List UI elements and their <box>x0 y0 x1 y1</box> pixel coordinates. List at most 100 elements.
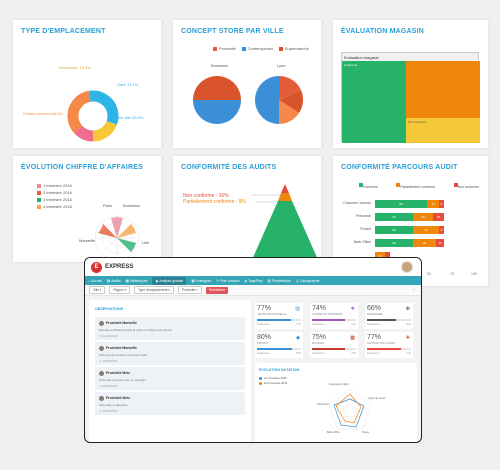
filter-ville[interactable]: Ville ▾ <box>89 286 106 294</box>
kpi-card[interactable]: 74% ❖ Conseil et proximité Paramètres 74% <box>310 303 358 329</box>
kpi-label: Conseil et proximité <box>312 313 343 316</box>
observation-name: Proximité Marseille <box>106 321 137 325</box>
card-title: Conformité des audits <box>181 164 277 171</box>
label-non-conforme: Non conforme : 16% <box>183 193 229 199</box>
filter-bar: Ville ▾ Région ▾ Type d'emplacement ▾ Pr… <box>85 285 421 296</box>
card-conformite-audits: Conformité des audits Non conforme : 16%… <box>173 156 321 262</box>
nav-audits[interactable]: ▤ Audits <box>107 278 121 283</box>
avatar <box>99 371 104 376</box>
bar-segment: 60 <box>375 239 413 247</box>
label-mezzanine: Mezzanine 19.3% <box>59 65 91 70</box>
kpi-label: Magasin <box>312 342 324 345</box>
kpi-progress <box>367 348 411 350</box>
city-label-lyon: Lyon <box>277 63 286 68</box>
radar-axis-label: Personnel <box>317 403 329 406</box>
polar-chart <box>94 215 140 261</box>
main-nav: ⌂ Accueil ▤ Audits ▦ Statistiques ◉ Anal… <box>85 276 421 285</box>
observation-item[interactable]: Proximité Marseille Manque d'efficacité … <box>95 317 245 340</box>
legend-item: 2nd trimestre 2016 <box>259 381 287 385</box>
kpi-percent: 77% <box>406 352 411 355</box>
kpi-progress <box>312 348 356 350</box>
filter-region[interactable]: Région ▾ <box>109 286 131 294</box>
legend-item: 3 trimestre 2016 <box>37 197 72 202</box>
legend-item: Partiellement conforme <box>396 183 435 189</box>
card-evaluation-magasin: Évaluation magasin Evaluation magasin Co… <box>333 20 488 148</box>
kpi-label: Produit <box>257 342 269 345</box>
bar-segment: 12 <box>436 239 444 247</box>
nav-analyse-globale[interactable]: ◉ Analyse globale <box>152 276 187 285</box>
legend-item: 2 trimestre 2016 <box>37 190 72 195</box>
filter-type-emplacement[interactable]: Type d'emplacement ▾ <box>134 286 174 294</box>
kpi-card[interactable]: 66% ✤ Personnel Paramètres 66% <box>365 303 413 329</box>
kpi-icon: ✤ <box>405 306 410 312</box>
kpi-percent: 77% <box>296 323 301 326</box>
kpi-icon: ▥ <box>295 306 300 312</box>
tick-75: 75 <box>450 272 454 276</box>
kpi-card[interactable]: 80% ◆ Produit Paramètres 80% <box>255 332 303 358</box>
observation-item[interactable]: Proximité Metz Sols salis et glissants ◷… <box>95 392 245 415</box>
bar-segment: 60 <box>375 226 413 234</box>
kpi-percent: 66% <box>406 323 411 326</box>
legend-item: Contemporain <box>241 46 273 51</box>
kpi-footer: Paramètres <box>257 323 270 326</box>
avatar <box>99 396 104 401</box>
kpi-footer: Paramètres <box>367 352 380 355</box>
nav-phototheque[interactable]: ▨ Photothèque <box>267 278 291 283</box>
kpi-icon: ◆ <box>296 335 300 341</box>
kpi-card[interactable]: 77% ✚ Satisfaction client Paramètres 77% <box>365 332 413 358</box>
observation-name: Proximité Marseille <box>106 346 137 350</box>
legend-item: Proximité <box>213 46 236 51</box>
kpi-footer: Paramètres <box>257 352 270 355</box>
tick-100: 100 <box>471 272 477 276</box>
kpi-label: Satisfaction client <box>367 342 396 345</box>
nav-tags[interactable]: ◈ Tags/Rep <box>244 278 263 283</box>
axis-label-bordeaux: Bordeaux <box>123 203 141 208</box>
observation-date: ◷ 19/08/2016 <box>99 359 118 363</box>
nav-statistiques[interactable]: ▦ Statistiques <box>125 278 148 283</box>
bar-segment: 20 <box>413 213 433 221</box>
card-conformite-parcours: Conformité parcours audit Conforme Parti… <box>333 156 488 286</box>
bar-segment <box>385 252 390 260</box>
label-centre-commercial: Centre commercial 34... <box>23 111 66 116</box>
reset-button[interactable]: Réinitialiser <box>205 286 229 294</box>
kpi-value: 77% <box>367 334 382 341</box>
bar-segment: 8 <box>439 226 444 234</box>
filter-proximite[interactable]: Proximité ▾ <box>177 286 202 294</box>
nav-plan-action[interactable]: ✎ Plan d'action <box>216 278 240 283</box>
card-type-emplacement: Type d'emplacement Mezzanine 19.3% Gare … <box>13 20 161 148</box>
bar-segment: 80 <box>375 200 427 208</box>
kpi-progress <box>257 319 301 321</box>
card-title: Concept store par ville <box>181 28 284 35</box>
kpi-card[interactable]: 77% ▥ Vente additionnelle Paramètres 77% <box>255 303 303 329</box>
card-evolution-ca: Évolution chiffre d'affaires 1 trimestre… <box>13 156 161 262</box>
logo: E <box>91 261 102 273</box>
bar-label: Personnel <box>355 214 371 218</box>
lightbulb-icon[interactable]: ◌ <box>412 287 415 293</box>
evolution-panel: Évolution notation 1er trimestre 2016 2n… <box>255 363 417 442</box>
card-title: Évolution chiffre d'affaires <box>21 164 143 171</box>
label-gare: Gare 13.1% <box>117 82 139 87</box>
kpi-progress <box>367 319 411 321</box>
kpi-value: 74% <box>312 305 327 312</box>
card-title: Type d'emplacement <box>21 28 106 35</box>
axis-label-lille: Lille <box>142 240 150 245</box>
nav-accueil[interactable]: ⌂ Accueil <box>88 278 102 283</box>
bar-segment: 6 <box>439 200 444 208</box>
observation-item[interactable]: Proximité Marseille Absence de lumière c… <box>95 342 245 365</box>
label-centre-ville: Centre ville 33.3% <box>111 115 144 120</box>
user-avatar[interactable] <box>401 261 413 273</box>
observations-title: Observations <box>95 307 124 311</box>
pie-charts <box>193 75 304 124</box>
legend-item: 4 trimestre 2016 <box>37 204 72 209</box>
kpi-card[interactable]: 75% ▩ Magasin Paramètres 75% <box>310 332 358 358</box>
nav-cartographie[interactable]: ◎ Cartographie <box>295 278 320 283</box>
observation-item[interactable]: Proximité Metz Prise des prix pas mise e… <box>95 367 245 390</box>
bar-segment: 32 <box>413 226 439 234</box>
legend: Proximité Contemporain Supermarché <box>213 46 309 51</box>
treemap-header: Evaluation magasin <box>342 53 478 61</box>
card-title: Conformité parcours audit <box>341 164 458 171</box>
bar-row: Back Office 60 28 12 <box>333 239 488 247</box>
kpi-progress <box>312 319 356 321</box>
nav-enseignes[interactable]: ▣ Enseignes <box>191 278 212 283</box>
kpi-value: 75% <box>312 334 327 341</box>
